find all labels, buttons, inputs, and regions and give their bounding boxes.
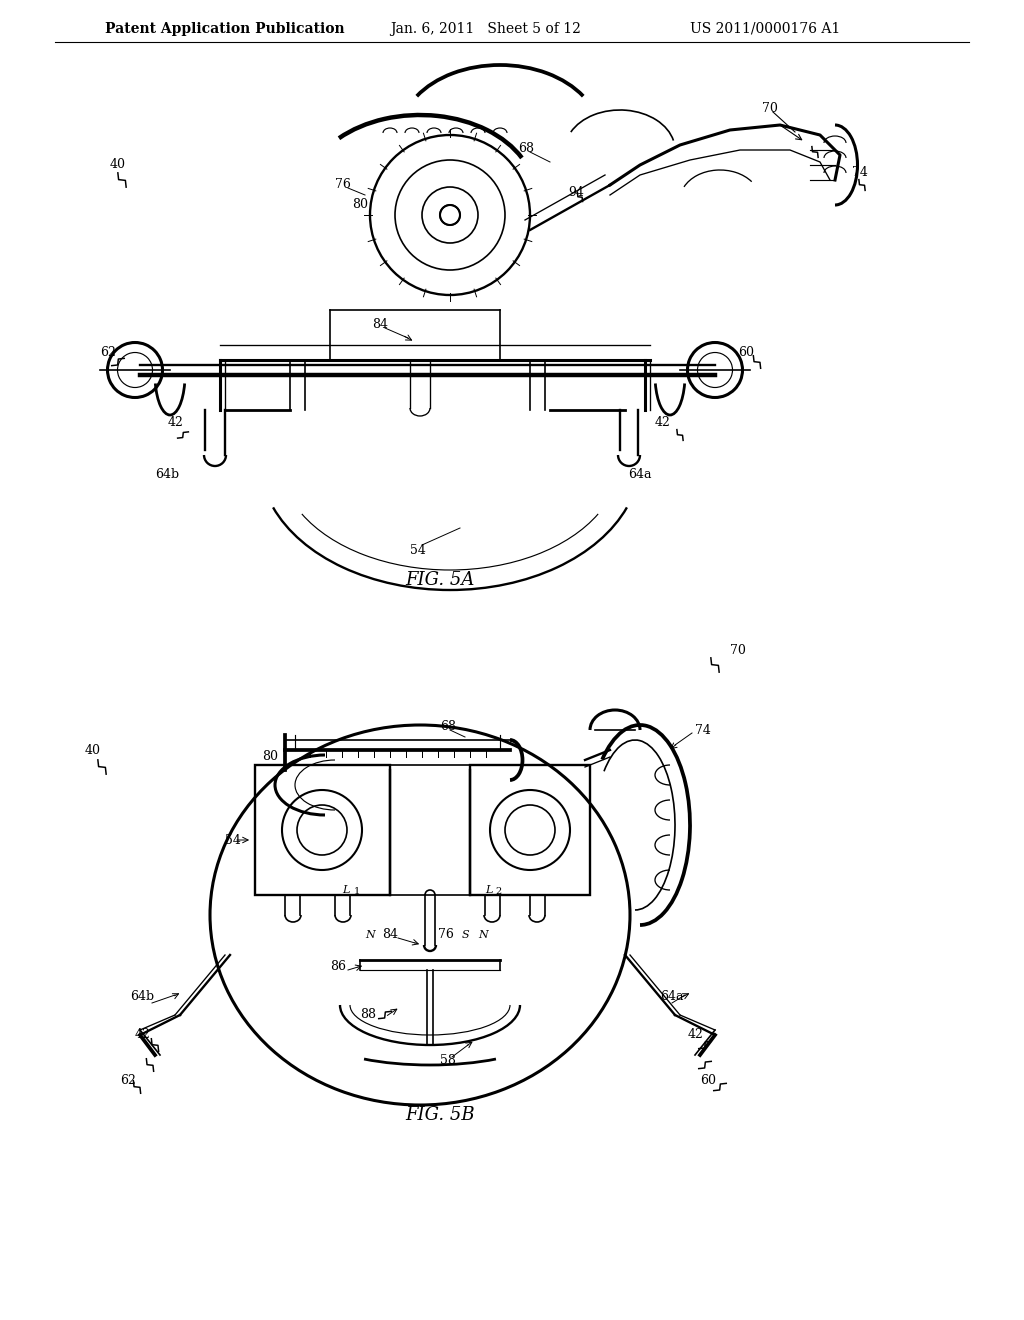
Text: 40: 40	[85, 743, 101, 756]
Text: N: N	[478, 931, 487, 940]
Text: S: S	[462, 931, 470, 940]
Text: 42: 42	[168, 416, 184, 429]
Text: 54: 54	[225, 833, 241, 846]
Text: 68: 68	[518, 141, 534, 154]
Text: 86: 86	[330, 961, 346, 974]
Text: 62: 62	[120, 1073, 136, 1086]
Text: FIG. 5A: FIG. 5A	[406, 572, 475, 589]
Text: 64b: 64b	[155, 469, 179, 482]
Text: 58: 58	[440, 1053, 456, 1067]
Text: 40: 40	[110, 158, 126, 172]
Text: 94: 94	[568, 186, 584, 198]
Text: 70: 70	[730, 644, 745, 656]
Text: Jan. 6, 2011   Sheet 5 of 12: Jan. 6, 2011 Sheet 5 of 12	[390, 22, 581, 36]
Bar	[255, 766, 390, 895]
Text: L: L	[485, 884, 493, 895]
Text: 64b: 64b	[130, 990, 155, 1003]
Text: 74: 74	[695, 723, 711, 737]
Text: 80: 80	[352, 198, 368, 211]
Text: 80: 80	[262, 751, 278, 763]
Text: 62: 62	[100, 346, 116, 359]
Text: 42: 42	[688, 1028, 703, 1041]
Text: Patent Application Publication: Patent Application Publication	[105, 22, 345, 36]
Text: 88: 88	[360, 1008, 376, 1022]
Text: US 2011/0000176 A1: US 2011/0000176 A1	[690, 22, 841, 36]
Text: 68: 68	[440, 721, 456, 734]
Text: 1: 1	[354, 887, 360, 896]
Text: 74: 74	[852, 165, 868, 178]
Text: 76: 76	[335, 178, 351, 191]
Text: 54: 54	[410, 544, 426, 557]
Text: 42: 42	[135, 1028, 151, 1041]
Text: 42: 42	[655, 416, 671, 429]
Text: 60: 60	[738, 346, 754, 359]
Text: 84: 84	[382, 928, 398, 941]
Text: 84: 84	[372, 318, 388, 331]
Text: 76: 76	[438, 928, 454, 941]
Text: 2: 2	[495, 887, 502, 896]
Text: N: N	[365, 931, 375, 940]
Bar	[470, 766, 590, 895]
Text: L: L	[342, 884, 349, 895]
Text: FIG. 5B: FIG. 5B	[406, 1106, 475, 1125]
Text: 60: 60	[700, 1073, 716, 1086]
Text: 64a: 64a	[660, 990, 683, 1003]
Text: 64a: 64a	[628, 469, 651, 482]
Text: 70: 70	[762, 102, 778, 115]
